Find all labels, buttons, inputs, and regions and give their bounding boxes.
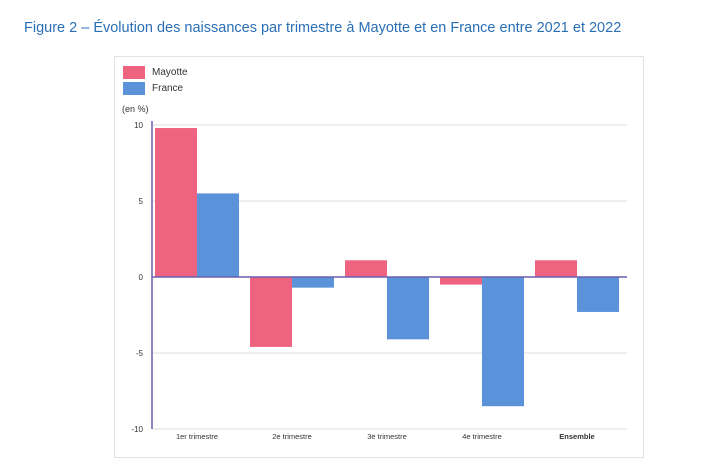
category-label: 4e trimestre bbox=[462, 432, 502, 441]
bar-france bbox=[387, 277, 429, 340]
legend-swatch-mayotte bbox=[123, 65, 145, 79]
category-label: Ensemble bbox=[559, 432, 594, 441]
chart-legend: Mayotte France bbox=[123, 64, 188, 96]
category-label: 3e trimestre bbox=[367, 432, 407, 441]
figure-title: Figure 2 – Évolution des naissances par … bbox=[24, 20, 622, 36]
legend-item-france: France bbox=[123, 80, 188, 96]
legend-item-mayotte: Mayotte bbox=[123, 64, 188, 80]
category-label: 1er trimestre bbox=[176, 432, 218, 441]
y-tick-label: 5 bbox=[139, 197, 144, 206]
bar-mayotte bbox=[440, 277, 482, 285]
bar-mayotte bbox=[535, 260, 577, 277]
y-tick-label: 0 bbox=[139, 273, 144, 282]
y-tick-label: -10 bbox=[131, 425, 143, 434]
bar-mayotte bbox=[345, 260, 387, 277]
bar-france bbox=[197, 193, 239, 277]
category-label: 2e trimestre bbox=[272, 432, 312, 441]
y-tick-label: 10 bbox=[134, 121, 143, 130]
bar-france bbox=[482, 277, 524, 407]
y-tick-label: -5 bbox=[136, 349, 144, 358]
legend-label-france: France bbox=[152, 82, 184, 94]
bar-mayotte bbox=[155, 128, 197, 277]
bar-plot: -10 -5 0 5 10 1er trimestre 2e trimestre 3e tri… bbox=[131, 121, 627, 441]
legend-swatch-france bbox=[123, 81, 145, 95]
chart-container: Mayotte France (en %) -10 -5 0 5 10 1er trime… bbox=[114, 56, 644, 458]
y-unit-label: (en %) bbox=[122, 104, 149, 114]
bar-mayotte bbox=[250, 277, 292, 347]
legend-label-mayotte: Mayotte bbox=[152, 66, 188, 78]
bar-france bbox=[292, 277, 334, 288]
bar-france bbox=[577, 277, 619, 312]
